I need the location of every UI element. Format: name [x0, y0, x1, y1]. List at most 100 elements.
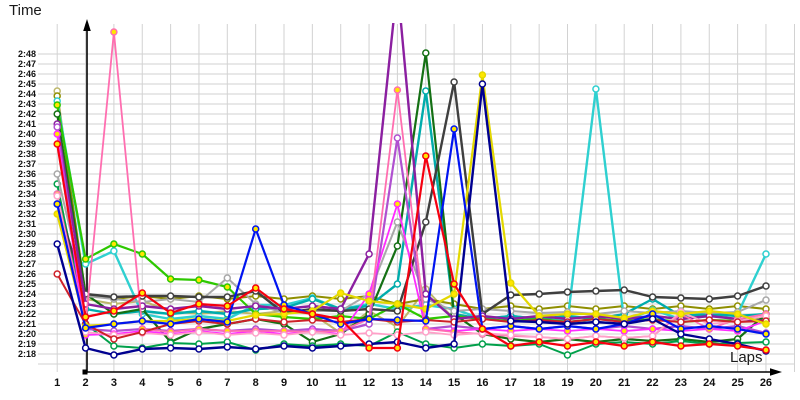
data-point-teal: [308, 295, 317, 303]
data-point-black: [620, 286, 628, 294]
x-axis-title: Laps: [730, 349, 763, 366]
x-tick-label: 16: [476, 377, 488, 389]
data-point-blue: [365, 315, 373, 323]
y-tick-label: 2:43: [18, 99, 36, 109]
y-tick-label: 2:40: [18, 129, 36, 139]
data-point-blue: [592, 325, 600, 333]
data-point-red: [251, 284, 260, 292]
data-point-red: [138, 289, 147, 297]
data-point-navy: [422, 344, 430, 352]
x-tick-label: 21: [618, 377, 630, 389]
data-point-lightpink: [648, 332, 657, 340]
data-point-blue: [733, 325, 742, 333]
data-point-lightpink: [308, 328, 317, 336]
data-point-purple: [365, 250, 373, 258]
data-point-blue: [53, 200, 61, 208]
data-point-red: [535, 338, 543, 346]
data-point-lightpink: [251, 329, 260, 337]
x-tick-label: 25: [731, 377, 743, 389]
x-tick-label: 7: [224, 377, 230, 389]
y-tick-label: 2:24: [18, 289, 36, 299]
data-point-lime: [110, 240, 118, 248]
data-point-olive: [336, 295, 345, 303]
data-point-navy: [251, 345, 260, 353]
data-point-black: [733, 292, 742, 300]
x-tick-labels: 1 2 3 4 5 6 7 8 9 10 11 12 13 14 15 16 17 18 19 20 21 22 23 24 2…: [54, 377, 772, 389]
data-point-lightpink: [280, 331, 288, 339]
y-tick-labels: 2:182:192:202:212:222:232:242:252:262:27…: [18, 49, 36, 359]
series-purple: [53, 23, 770, 325]
data-point-lightpink: [223, 331, 232, 339]
data-point-purple: [422, 290, 430, 298]
x-tick-label: 10: [306, 377, 318, 389]
x-tick-label: 4: [139, 377, 146, 389]
data-point-red: [166, 309, 175, 317]
data-point-blue: [251, 225, 260, 233]
data-point-yellow: [592, 310, 600, 318]
data-point-cyan: [762, 250, 770, 258]
x-tick-label: 22: [646, 377, 658, 389]
data-point-navy: [535, 318, 543, 326]
y-tick-label: 2:22: [18, 309, 36, 319]
x-tick-label: 14: [420, 377, 433, 389]
data-point-red: [280, 305, 288, 313]
data-point-crimson: [705, 316, 714, 324]
x-tick-label: 26: [760, 377, 772, 389]
data-point-magenta: [648, 325, 657, 333]
data-point-red: [478, 325, 487, 333]
x-tick-label: 19: [561, 377, 573, 389]
data-point-blue: [110, 320, 118, 328]
data-point-blue: [535, 325, 543, 333]
data-point-orchid: [393, 134, 402, 142]
data-point-navy: [308, 344, 317, 352]
data-point-lime: [53, 101, 61, 109]
data-point-red: [762, 346, 770, 354]
data-point-cyan: [592, 85, 600, 93]
y-tick-label: 2:47: [18, 59, 36, 69]
data-point-yellow: [705, 307, 714, 315]
data-point-crimson: [110, 335, 118, 343]
x-tick-label: 24: [703, 377, 716, 389]
data-point-crimson: [280, 318, 288, 326]
x-tick-label: 20: [590, 377, 602, 389]
y-tick-label: 2:21: [18, 319, 36, 329]
data-point-red: [336, 315, 345, 323]
y-tick-label: 2:38: [18, 149, 36, 159]
y-tick-label: 2:35: [18, 179, 36, 189]
series-black: [53, 78, 770, 318]
data-point-blue: [393, 316, 402, 324]
data-point-navy: [648, 315, 657, 323]
data-point-yellow: [251, 311, 260, 319]
data-point-lightpink: [422, 328, 430, 336]
data-point-red: [308, 310, 317, 318]
data-point-navy: [53, 240, 61, 248]
x-tick-label: 1: [54, 377, 60, 389]
data-point-red: [81, 313, 90, 321]
series-red: [53, 140, 770, 354]
data-point-purple: [336, 305, 345, 313]
x-tick-label: 5: [168, 377, 174, 389]
data-point-lime: [223, 283, 232, 291]
data-point-red: [53, 140, 61, 148]
data-point-lightpink: [336, 331, 345, 339]
data-point-black: [648, 293, 657, 301]
x-tick-label: 12: [363, 377, 375, 389]
data-point-gray: [450, 307, 458, 315]
y-tick-label: 2:45: [18, 79, 36, 89]
data-point-lightpink: [507, 331, 515, 339]
x-tick-label: 9: [281, 377, 287, 389]
data-point-crimson: [733, 318, 742, 326]
y-tick-label: 2:31: [18, 219, 36, 229]
data-point-crimson: [308, 316, 317, 324]
x-tick-label: 2: [82, 377, 88, 389]
data-point-blue: [422, 317, 430, 325]
data-point-yellow: [478, 71, 487, 79]
y-tick-label: 2:30: [18, 229, 36, 239]
data-point-green: [563, 351, 572, 359]
data-point-black: [110, 293, 118, 301]
data-point-red: [110, 307, 118, 315]
data-point-hotpink: [393, 86, 402, 94]
data-point-navy: [166, 344, 175, 352]
data-point-green: [110, 342, 118, 350]
